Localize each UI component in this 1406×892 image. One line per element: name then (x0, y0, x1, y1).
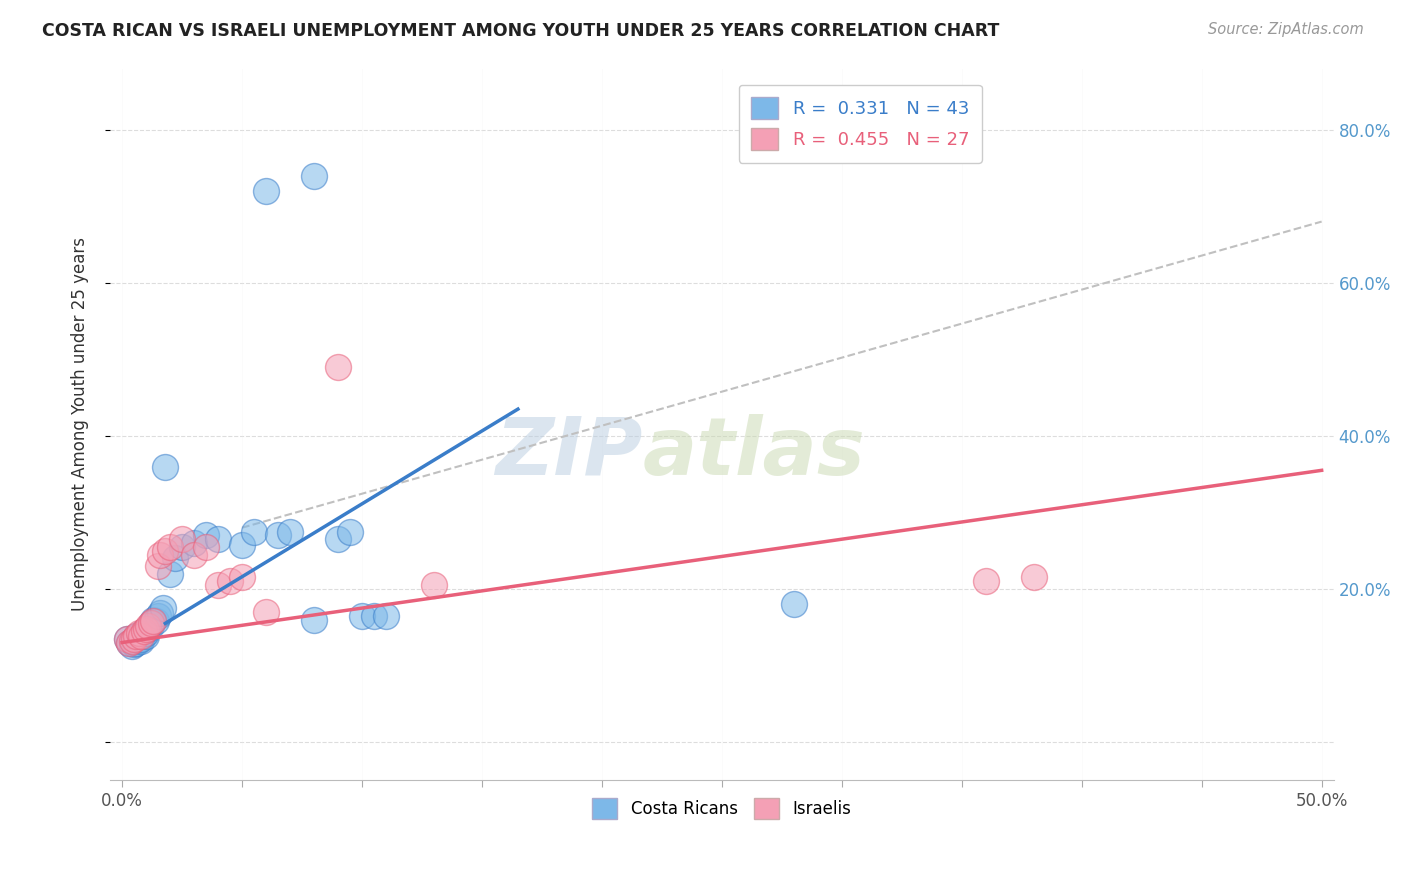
Point (339, 524, 361, 539)
Point (326, 532, 349, 546)
Point (145, 614, 167, 628)
Point (159, 566, 181, 581)
Point (152, 601, 174, 615)
Point (350, 608, 373, 623)
Point (363, 608, 385, 623)
Point (118, 635, 141, 649)
Point (132, 628, 155, 642)
Point (195, 528, 218, 542)
Point (243, 524, 266, 539)
Point (159, 540, 181, 554)
Point (132, 624, 155, 638)
Point (139, 616, 162, 631)
Point (142, 614, 165, 628)
Point (149, 607, 172, 621)
Point (267, 528, 290, 542)
Point (254, 184, 277, 198)
Point (302, 613, 325, 627)
Point (149, 548, 172, 562)
Point (129, 632, 152, 646)
Text: Source: ZipAtlas.com: Source: ZipAtlas.com (1208, 22, 1364, 37)
Point (146, 559, 169, 574)
Point (128, 628, 150, 642)
Point (122, 634, 145, 648)
Point (139, 616, 162, 631)
Point (128, 626, 150, 640)
Point (129, 634, 152, 648)
Point (278, 524, 301, 539)
Point (139, 618, 162, 632)
Point (121, 640, 143, 654)
Point (170, 532, 193, 546)
Point (122, 632, 145, 646)
Point (121, 634, 143, 648)
Point (783, 597, 806, 611)
Point (163, 551, 186, 566)
Point (183, 536, 205, 550)
Point (135, 626, 157, 640)
Point (135, 629, 157, 643)
Point (207, 578, 229, 592)
Point (183, 548, 205, 562)
Point (195, 540, 218, 554)
Point (423, 578, 446, 592)
Point (231, 570, 253, 584)
Point (129, 629, 152, 643)
Point (254, 605, 277, 619)
Text: atlas: atlas (643, 414, 865, 491)
Point (231, 538, 253, 552)
Point (155, 459, 177, 474)
Point (302, 169, 325, 183)
Point (138, 622, 160, 636)
Point (142, 613, 165, 627)
Point (118, 635, 141, 649)
Point (115, 632, 138, 646)
Point (219, 574, 242, 589)
Point (155, 543, 177, 558)
Text: ZIP: ZIP (495, 414, 643, 491)
Point (125, 635, 148, 649)
Point (125, 629, 148, 643)
Point (128, 633, 150, 648)
Point (138, 618, 160, 632)
Point (132, 624, 155, 638)
Text: COSTA RICAN VS ISRAELI UNEMPLOYMENT AMONG YOUTH UNDER 25 YEARS CORRELATION CHART: COSTA RICAN VS ISRAELI UNEMPLOYMENT AMON… (42, 22, 1000, 40)
Point (375, 608, 398, 623)
Point (326, 359, 349, 374)
Y-axis label: Unemployment Among Youth under 25 years: Unemployment Among Youth under 25 years (72, 237, 89, 611)
Point (207, 532, 229, 546)
Point (170, 540, 193, 554)
Point (974, 574, 997, 589)
Point (122, 637, 145, 651)
Point (135, 622, 157, 636)
Point (115, 632, 138, 646)
Legend: Costa Ricans, Israelis: Costa Ricans, Israelis (585, 792, 858, 825)
Point (125, 629, 148, 643)
Point (1022, 570, 1045, 584)
Point (146, 608, 169, 623)
